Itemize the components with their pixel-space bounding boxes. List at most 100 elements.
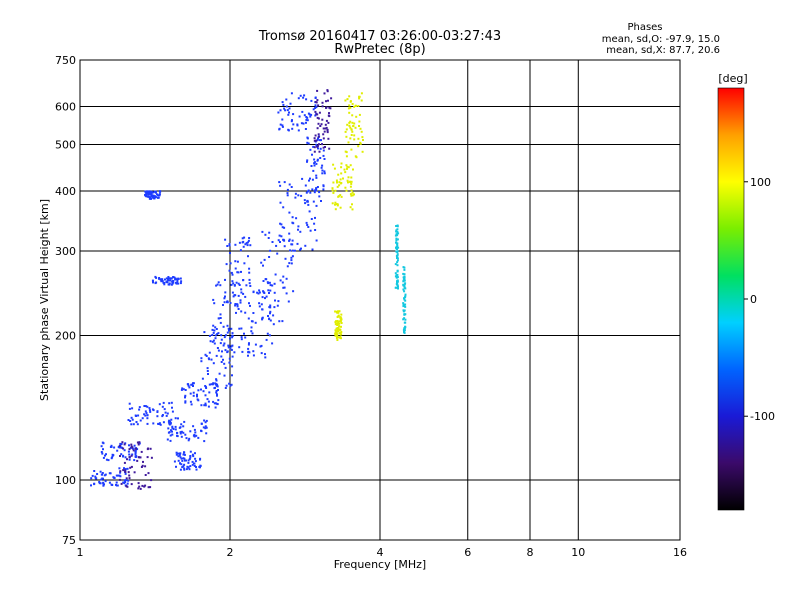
echo-point xyxy=(361,150,364,153)
echo-point xyxy=(338,184,341,187)
echo-point xyxy=(335,320,337,323)
echo-point xyxy=(348,124,351,127)
echo-point xyxy=(128,456,131,459)
echo-point xyxy=(192,394,195,397)
echo-point xyxy=(340,195,343,198)
echo-point xyxy=(211,328,214,331)
echo-point xyxy=(294,196,297,199)
echo-point xyxy=(404,318,407,321)
echo-point xyxy=(167,283,170,286)
echo-point xyxy=(334,333,337,336)
echo-point xyxy=(335,327,338,330)
echo-point xyxy=(296,123,299,126)
echo-point xyxy=(222,358,224,361)
echo-point xyxy=(247,255,249,258)
echo-point xyxy=(215,378,218,381)
echo-point xyxy=(237,282,240,285)
echo-point xyxy=(200,357,203,360)
echo-point xyxy=(395,225,398,227)
echo-point xyxy=(137,414,140,417)
echo-point xyxy=(402,279,405,282)
echo-point xyxy=(264,353,266,356)
echo-point xyxy=(339,328,341,331)
echo-point xyxy=(321,143,323,146)
echo-point xyxy=(301,110,304,113)
echo-point xyxy=(268,318,271,321)
echo-point xyxy=(240,336,243,339)
echo-point xyxy=(154,275,157,278)
echo-point xyxy=(188,437,191,440)
echo-point xyxy=(303,114,306,117)
echo-point xyxy=(172,276,175,278)
echo-point xyxy=(192,425,195,428)
echo-point xyxy=(321,169,324,172)
echo-point xyxy=(212,324,215,327)
echo-point xyxy=(403,283,406,286)
echo-point xyxy=(395,283,398,285)
echo-point xyxy=(115,481,118,484)
echo-point xyxy=(174,425,177,428)
echo-point xyxy=(134,451,137,454)
echo-point xyxy=(215,284,218,287)
echo-point xyxy=(184,394,187,397)
echo-point xyxy=(254,343,257,346)
echo-point xyxy=(277,239,280,242)
echo-point xyxy=(404,287,407,290)
echo-point xyxy=(135,447,137,450)
echo-point xyxy=(216,393,218,396)
echo-point xyxy=(286,192,289,195)
echo-point xyxy=(172,428,175,430)
echo-point xyxy=(257,292,260,295)
echo-point xyxy=(220,334,223,337)
echo-point xyxy=(123,469,126,472)
echo-point xyxy=(303,94,306,97)
echo-point xyxy=(282,206,285,209)
echo-point xyxy=(218,372,221,375)
echo-point xyxy=(403,298,406,301)
echo-point xyxy=(268,292,270,294)
echo-point xyxy=(309,229,312,232)
echo-point xyxy=(142,460,144,463)
echo-point xyxy=(258,291,261,294)
echo-point xyxy=(170,429,172,432)
echo-point xyxy=(276,252,279,255)
echo-point xyxy=(131,418,134,421)
echo-point xyxy=(360,92,363,95)
echo-point xyxy=(231,355,234,358)
colorbar-tick-label: 0 xyxy=(750,293,757,306)
echo-point xyxy=(231,332,234,335)
echo-point xyxy=(247,350,250,353)
echo-point xyxy=(118,446,121,449)
echo-point xyxy=(242,279,245,281)
echo-point xyxy=(222,325,225,328)
echo-point xyxy=(281,125,284,128)
echo-point xyxy=(345,135,348,138)
echo-point xyxy=(234,243,237,246)
echo-point xyxy=(134,449,137,452)
colorbar-label: [deg] xyxy=(718,72,747,85)
echo-point xyxy=(334,310,337,313)
echo-point xyxy=(243,262,246,265)
echo-point xyxy=(288,239,291,242)
echo-point xyxy=(395,237,398,240)
echo-point xyxy=(313,161,316,164)
echo-point xyxy=(403,277,406,280)
echo-point xyxy=(224,334,227,337)
echo-point xyxy=(204,353,207,356)
echo-point xyxy=(170,418,173,421)
echo-point xyxy=(327,121,330,124)
echo-point xyxy=(197,436,200,439)
echo-point xyxy=(310,113,313,116)
echo-point xyxy=(288,183,291,186)
echo-point xyxy=(358,95,361,98)
echo-point xyxy=(338,332,341,335)
echo-point xyxy=(160,279,163,282)
x-tick-label: 8 xyxy=(527,546,534,559)
echo-point xyxy=(118,444,121,447)
echo-point xyxy=(206,398,209,401)
echo-point xyxy=(152,422,155,425)
echo-point xyxy=(110,445,113,448)
echo-point xyxy=(219,313,222,316)
echo-point xyxy=(204,402,207,405)
echo-point xyxy=(266,332,269,335)
